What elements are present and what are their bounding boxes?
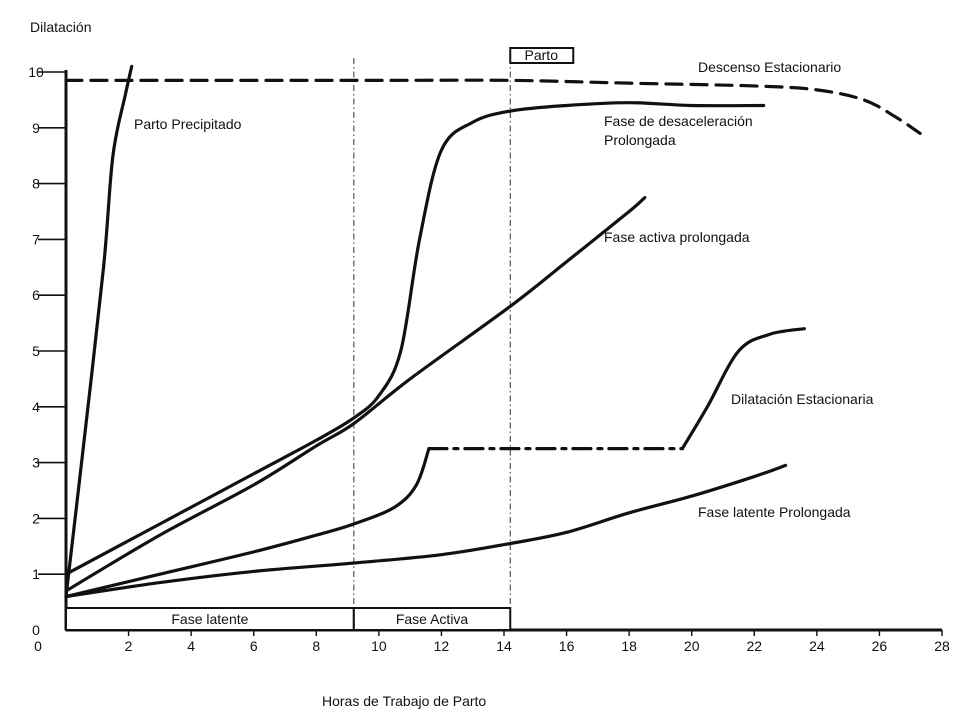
series-line-descenso-estacionario	[64, 78, 922, 135]
series-line-dilataci-n-estacionaria	[64, 447, 431, 599]
y-tick-label: 1	[32, 566, 40, 582]
y-tick-label: 0	[32, 622, 40, 638]
y-tick-label: 4	[32, 399, 40, 415]
y-tick-label: 2	[32, 510, 40, 526]
parto-marker-label: Parto	[525, 47, 559, 63]
y-tick-label: 5	[32, 343, 40, 359]
series-line-fase-de-desaceleraci-n-prolongada	[64, 101, 766, 576]
y-tick-label: 6	[32, 287, 40, 303]
series-line-fase-latente-prolongada	[64, 463, 788, 599]
x-tick-label: 4	[187, 638, 195, 654]
annotation-fase-latente-prolongada: Fase latente Prolongada	[698, 504, 851, 520]
x-tick-label: 20	[684, 638, 700, 654]
y-tick-label: 10	[28, 64, 44, 80]
y-tick-label: 8	[32, 176, 40, 192]
y-axis-label: Dilatación	[30, 19, 91, 35]
y-tick-label: 3	[32, 455, 40, 471]
x-tick-label: 10	[371, 638, 387, 654]
x-tick-label: 0	[34, 638, 42, 654]
x-tick-label: 12	[434, 638, 450, 654]
x-tick-label: 6	[250, 638, 258, 654]
x-tick-label: 24	[809, 638, 825, 654]
x-axis-label: Horas de Trabajo de Parto	[322, 693, 486, 709]
x-tick-label: 28	[934, 638, 950, 654]
y-tick-label: 7	[32, 231, 40, 247]
series-line-dilataci-n-estacionaria-reanudaci-n	[680, 327, 806, 451]
annotation-desaceleracion-line2: Prolongada	[604, 132, 676, 148]
annotation-parto-precipitado: Parto Precipitado	[134, 116, 242, 132]
y-tick-label: 9	[32, 120, 40, 136]
x-tick-label: 18	[621, 638, 637, 654]
series-line-parto-precipitado	[64, 64, 134, 599]
x-tick-label: 8	[312, 638, 320, 654]
reference-lines	[353, 58, 511, 630]
x-tick-label: 26	[872, 638, 888, 654]
parto-marker-box	[509, 47, 575, 64]
annotation-dilatacion-estacionaria: Dilatación Estacionaria	[731, 391, 874, 407]
x-tick-label: 14	[496, 638, 512, 654]
annotation-descenso-estacionario: Descenso Estacionario	[698, 59, 841, 75]
x-tick-label: 22	[746, 638, 762, 654]
annotation-desaceleracion-line1: Fase de desaceleración	[604, 113, 753, 129]
annotation-fase-activa-prolongada: Fase activa prolongada	[604, 229, 750, 245]
phase-box-label: Fase latente	[171, 611, 248, 627]
phase-boxes: Fase latente Fase Activa Parto	[65, 47, 575, 631]
x-tick-label: 16	[559, 638, 575, 654]
phase-box-label: Fase Activa	[396, 611, 469, 627]
x-tick-label: 2	[125, 638, 133, 654]
series	[64, 64, 922, 599]
annotations: Dilatación Horas de Trabajo de Parto Par…	[30, 19, 874, 709]
series-line-fase-activa-prolongada	[64, 195, 647, 593]
phase-box	[352, 607, 512, 631]
